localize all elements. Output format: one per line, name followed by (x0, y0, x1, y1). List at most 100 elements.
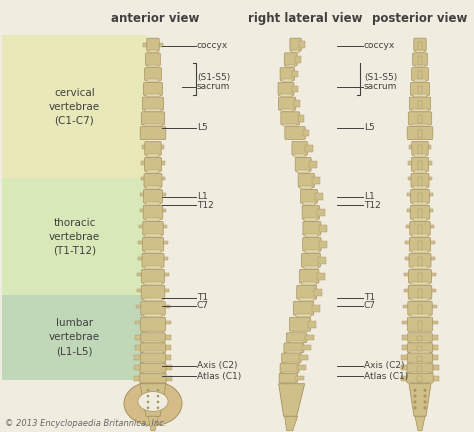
Bar (305, 145, 313, 152)
Text: cervical
vertebrae
(C1-C7): cervical vertebrae (C1-C7) (49, 88, 100, 126)
Bar (418, 273, 422, 282)
Bar (299, 298, 314, 301)
Bar (2, 295, 147, 380)
Circle shape (423, 389, 427, 392)
Bar (146, 234, 161, 237)
Text: T12: T12 (364, 201, 381, 210)
Bar (143, 362, 163, 364)
Bar (414, 170, 426, 173)
Bar (2, 35, 147, 178)
Bar (418, 321, 422, 330)
Circle shape (413, 407, 417, 409)
Bar (163, 257, 168, 260)
Text: L1: L1 (364, 192, 375, 201)
FancyBboxPatch shape (407, 317, 433, 331)
FancyBboxPatch shape (410, 189, 429, 203)
FancyBboxPatch shape (292, 141, 307, 156)
FancyBboxPatch shape (407, 373, 433, 383)
FancyBboxPatch shape (140, 363, 166, 373)
Bar (164, 321, 171, 324)
Bar (164, 356, 172, 360)
FancyBboxPatch shape (142, 253, 164, 267)
Bar (144, 282, 162, 285)
Bar (404, 273, 410, 276)
FancyBboxPatch shape (290, 317, 310, 331)
Bar (161, 193, 166, 197)
FancyBboxPatch shape (282, 353, 301, 363)
Bar (137, 273, 143, 276)
FancyBboxPatch shape (140, 317, 165, 331)
Ellipse shape (124, 381, 182, 426)
FancyBboxPatch shape (407, 363, 433, 373)
Circle shape (413, 389, 417, 392)
FancyBboxPatch shape (145, 141, 161, 156)
Bar (418, 145, 422, 154)
Circle shape (423, 394, 427, 397)
Bar (144, 341, 163, 343)
Bar (292, 71, 298, 77)
Polygon shape (285, 416, 298, 431)
Bar (418, 193, 422, 202)
Bar (418, 336, 422, 341)
FancyBboxPatch shape (303, 237, 321, 251)
FancyBboxPatch shape (284, 53, 297, 66)
Bar (160, 145, 164, 149)
Bar (431, 305, 437, 308)
Bar (138, 257, 143, 260)
FancyBboxPatch shape (142, 237, 164, 251)
Bar (413, 94, 427, 97)
Circle shape (157, 395, 159, 397)
FancyBboxPatch shape (293, 301, 314, 315)
Bar (160, 161, 164, 165)
Text: right lateral view: right lateral view (248, 12, 362, 25)
Bar (164, 345, 171, 350)
Bar (292, 50, 300, 53)
Bar (146, 186, 160, 189)
FancyBboxPatch shape (142, 269, 164, 283)
FancyBboxPatch shape (297, 285, 317, 299)
FancyBboxPatch shape (144, 83, 163, 95)
FancyBboxPatch shape (280, 363, 299, 373)
FancyBboxPatch shape (412, 141, 428, 156)
Bar (147, 170, 159, 173)
Bar (135, 356, 142, 360)
FancyBboxPatch shape (141, 285, 165, 299)
FancyBboxPatch shape (411, 173, 429, 187)
Bar (315, 193, 323, 200)
Bar (410, 351, 429, 354)
Bar (146, 218, 160, 221)
Text: L5: L5 (197, 123, 208, 132)
Bar (410, 362, 430, 364)
Text: anterior view: anterior view (111, 12, 199, 25)
FancyBboxPatch shape (285, 127, 305, 140)
Text: L1: L1 (197, 192, 208, 201)
Bar (305, 335, 314, 340)
Circle shape (146, 395, 149, 397)
Circle shape (423, 400, 427, 403)
Bar (144, 298, 162, 301)
Circle shape (423, 407, 427, 409)
Bar (146, 202, 160, 205)
Bar (405, 241, 410, 245)
Bar (149, 50, 157, 53)
Bar (414, 154, 426, 157)
Bar (299, 41, 305, 48)
Text: (S1-S5): (S1-S5) (197, 73, 230, 82)
Bar (430, 273, 436, 276)
Bar (319, 225, 327, 232)
FancyBboxPatch shape (410, 221, 430, 235)
FancyBboxPatch shape (141, 333, 165, 343)
FancyBboxPatch shape (141, 112, 164, 125)
Circle shape (146, 389, 149, 391)
Bar (165, 365, 172, 371)
FancyBboxPatch shape (286, 333, 307, 343)
FancyBboxPatch shape (280, 67, 294, 81)
Bar (413, 202, 427, 205)
Bar (428, 177, 432, 181)
Circle shape (413, 394, 417, 397)
FancyBboxPatch shape (303, 221, 321, 235)
Bar (418, 71, 422, 79)
Bar (418, 289, 422, 298)
Bar (418, 376, 422, 382)
Text: (S1-S5): (S1-S5) (364, 73, 397, 82)
